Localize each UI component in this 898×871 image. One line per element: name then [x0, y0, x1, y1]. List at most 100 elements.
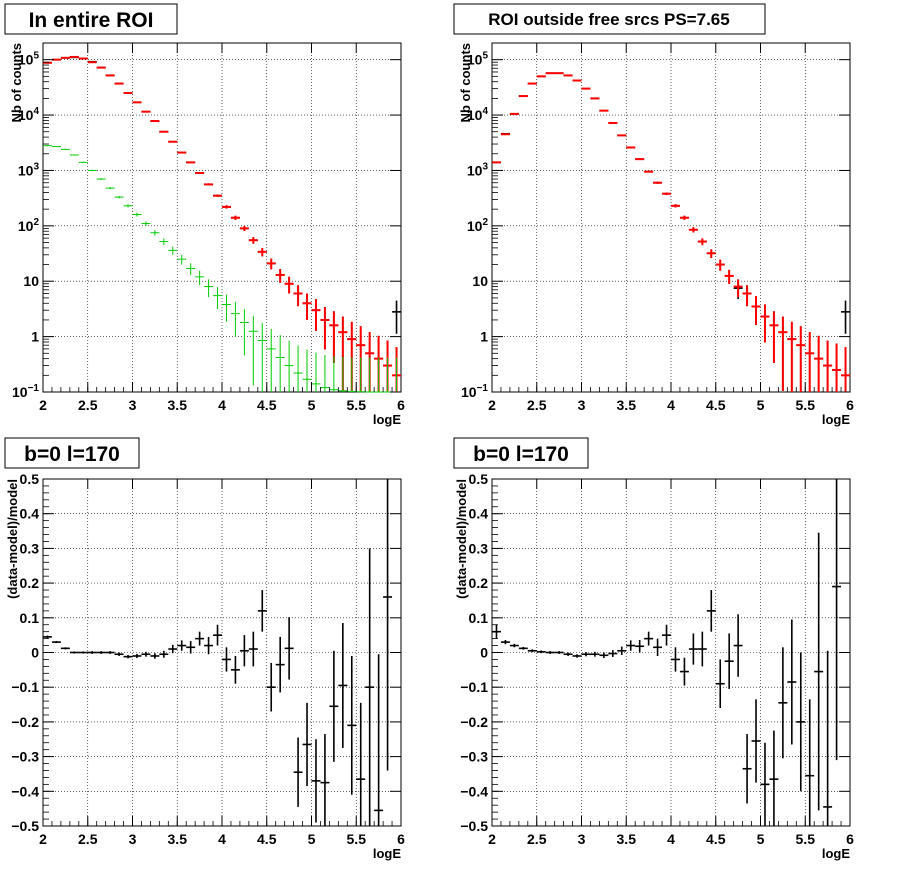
errorbar-point-model	[275, 269, 285, 283]
errorbar-point-residual	[671, 647, 680, 672]
errorbar-point-component	[222, 294, 231, 322]
errorbar-point-model	[248, 237, 258, 244]
y-tick-label: 0.4	[469, 506, 489, 522]
errorbar-point-residual	[195, 631, 205, 646]
errorbar-point-component	[230, 302, 240, 337]
y-tick-label: −0.5	[11, 818, 39, 834]
x-tick-label: 2.5	[527, 831, 547, 847]
errorbar-point-component	[248, 315, 258, 386]
errorbar-point-residual	[266, 662, 276, 712]
errorbar-point-model	[284, 276, 294, 294]
x-tick-label: 6	[397, 397, 405, 413]
data-marks	[43, 55, 401, 393]
x-axis-label: logE	[373, 412, 401, 427]
errorbar-point-residual	[293, 737, 303, 807]
y-tick-label: 0.2	[469, 575, 489, 591]
errorbar-point-model	[760, 304, 770, 343]
errorbar-point-component	[275, 335, 285, 392]
errorbar-point-residual	[60, 647, 70, 650]
data-marks	[43, 479, 393, 826]
title-box: b=0 l=170	[4, 437, 140, 469]
axis-ticks: 2 2.5 3 3.5 4 4.5 5 5.5 6 −0.5 −0.4 −0.3 −0.2 −0.1 0 0.…	[460, 471, 854, 847]
errorbar-point-residual	[356, 702, 366, 826]
errorbar-point-component	[195, 270, 205, 286]
y-tick-label: −0.5	[460, 818, 488, 834]
grid-lines	[492, 43, 850, 392]
errorbar-point-model	[742, 285, 752, 307]
errorbar-point-model	[769, 311, 779, 363]
y-tick-label: 0	[31, 645, 39, 661]
x-tick-label: 6	[846, 831, 854, 847]
y-tick-label: −0.3	[460, 749, 488, 765]
errorbar-point-component	[365, 357, 375, 393]
errorbar-point-residual	[581, 652, 591, 657]
errorbar-point-model	[492, 161, 501, 164]
y-tick-label: 103	[18, 161, 40, 178]
errorbar-point-residual	[284, 617, 294, 680]
errorbar-point-model	[724, 269, 734, 284]
x-tick-label: 4.5	[706, 831, 726, 847]
x-tick-label: 4	[218, 831, 226, 847]
errorbar-point-component	[96, 178, 106, 180]
errorbar-point-component	[114, 195, 124, 199]
data-marks	[492, 479, 842, 826]
title-box: ROI outside free srcs PS=7.65	[453, 3, 766, 35]
y-tick-label: 0.3	[469, 540, 489, 556]
y-axis-label: (data-model)/model	[454, 479, 469, 599]
title-box: In entire ROI	[4, 3, 178, 35]
y-tick-label: 0.1	[469, 610, 489, 626]
errorbar-point-component	[257, 322, 267, 392]
errorbar-point-residual	[114, 652, 124, 656]
errorbar-point-residual	[554, 651, 564, 654]
errorbar-point-residual	[545, 651, 555, 654]
y-tick-label: 105	[467, 51, 489, 68]
y-tick-label: 10−1	[461, 383, 488, 400]
axis-ticks: 2 2.5 3 3.5 4 4.5 5 5.5 6 −0.5 −0.4 −0.3 −0.2 −0.1 0 0.…	[11, 471, 405, 847]
errorbar-point-residual	[500, 640, 510, 645]
errorbar-point-residual	[796, 652, 806, 792]
errorbar-point-model	[751, 296, 761, 325]
panel-title: b=0 l=170	[473, 443, 569, 466]
y-tick-label: 10	[472, 273, 488, 289]
errorbar-point-residual	[751, 699, 761, 783]
x-tick-label: 5	[308, 397, 316, 413]
errorbar-point-component	[302, 349, 312, 392]
errorbar-point-residual	[823, 650, 833, 826]
x-tick-label: 4	[667, 831, 675, 847]
errorbar-point-residual	[715, 659, 725, 709]
errorbar-point-residual	[527, 649, 537, 653]
errorbar-point-residual	[311, 739, 321, 823]
y-tick-label: 10−1	[12, 383, 39, 400]
y-tick-label: 0	[480, 645, 488, 661]
x-tick-label: 4.5	[257, 397, 277, 413]
x-tick-label: 5.5	[796, 831, 816, 847]
errorbar-point-residual	[51, 641, 61, 644]
grid-lines	[492, 479, 850, 826]
errorbar-point-model	[177, 151, 187, 154]
errorbar-point-model	[159, 130, 169, 133]
errorbar-point-model	[787, 321, 797, 392]
errorbar-point-model	[662, 192, 671, 195]
errorbar-point-residual	[383, 479, 393, 771]
errorbar-point-residual	[69, 651, 79, 654]
panel-counts-entire-roi: 2 2.5 3 3.5 4 4.5 5 5.5 6 10−1 1 10 102 103 104 105 In …	[4, 3, 405, 427]
errorbar-point-residual	[653, 638, 663, 656]
errorbar-point-component	[266, 328, 276, 392]
errorbar-point-component	[69, 154, 79, 156]
errorbar-point-model	[715, 259, 725, 271]
y-tick-label: 0.2	[20, 575, 40, 591]
grid-lines	[43, 43, 401, 392]
errorbar-point-residual	[688, 633, 698, 665]
panel-title: b=0 l=170	[24, 443, 120, 466]
x-tick-label: 3	[578, 397, 586, 413]
errorbar-point-residual	[347, 655, 357, 795]
x-axis-label: logE	[822, 846, 850, 861]
x-tick-label: 3	[578, 831, 586, 847]
y-tick-label: −0.3	[11, 749, 39, 765]
errorbar-point-residual	[536, 650, 546, 654]
errorbar-point-residual	[275, 636, 285, 693]
errorbar-point-component	[374, 357, 384, 393]
errorbar-point-model	[204, 183, 214, 186]
errorbar-point-model	[688, 227, 698, 233]
errorbar-point-component	[329, 356, 339, 392]
